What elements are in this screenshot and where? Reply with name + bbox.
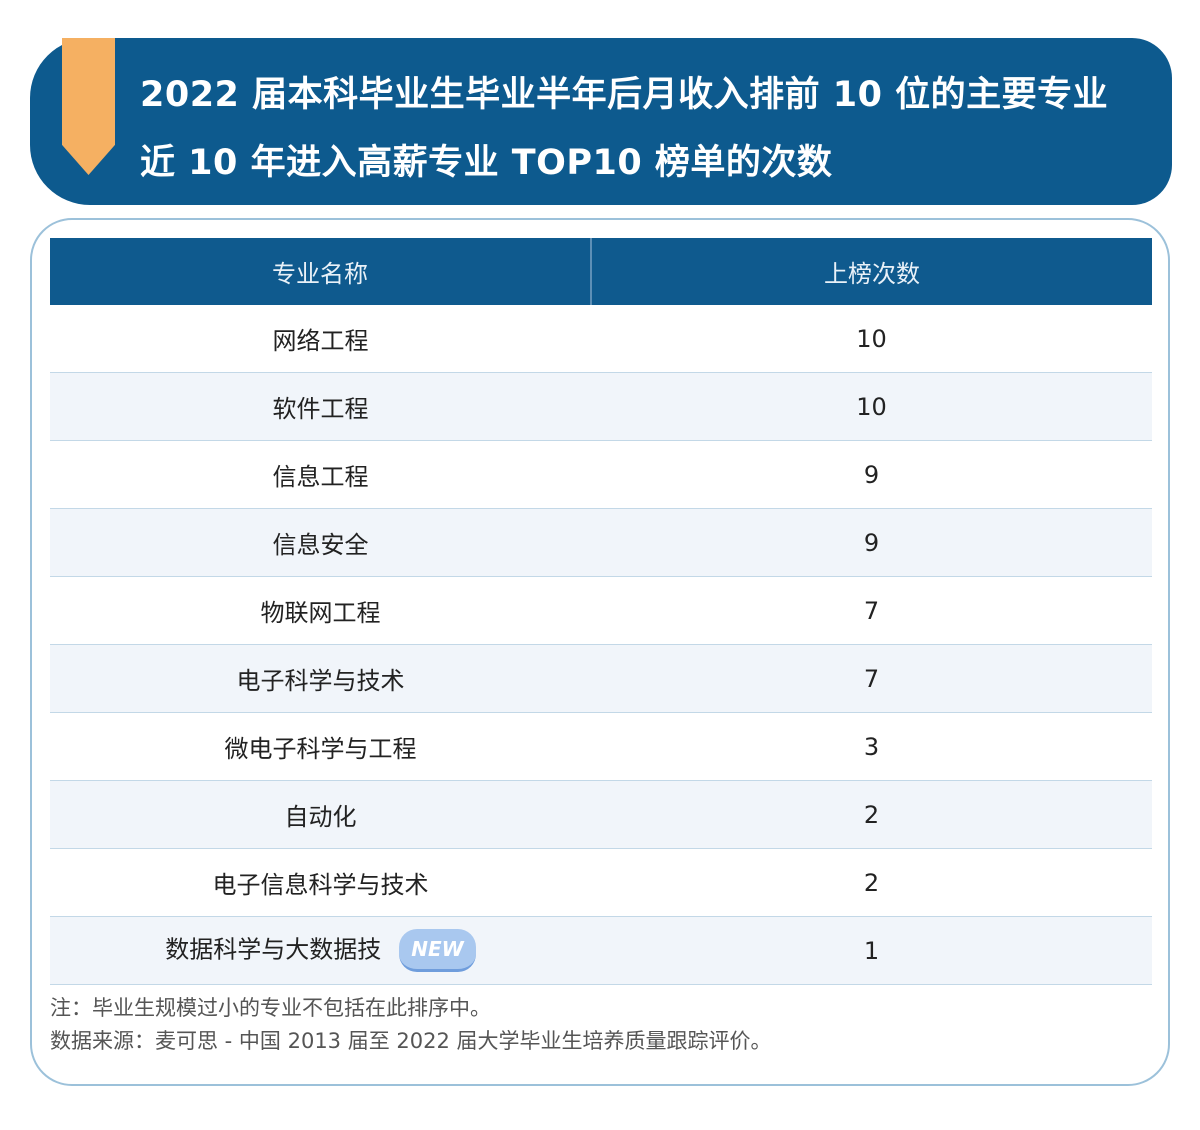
- title-banner: [30, 38, 1172, 205]
- table-row: 软件工程 10: [50, 372, 1152, 441]
- new-badge: NEW: [399, 929, 476, 972]
- major-name: 电子信息科学与技术: [212, 871, 429, 899]
- table-row: 信息安全 9: [50, 508, 1152, 577]
- table-row: 信息工程 9: [50, 440, 1152, 509]
- table-row: 数据科学与大数据技 NEW 1: [50, 916, 1152, 985]
- major-name: 信息工程: [272, 463, 369, 491]
- count-cell: 2: [591, 848, 1152, 917]
- major-name: 物联网工程: [260, 599, 381, 627]
- ranking-table: 专业名称 上榜次数 网络工程 10 软件工程 10 信息工程 9 信息安全 9 物联网工程 7 电子…: [50, 238, 1152, 985]
- major-name: 软件工程: [272, 395, 369, 423]
- major-name-cell: 信息工程: [50, 440, 591, 509]
- count-cell: 9: [591, 508, 1152, 577]
- title-line-1: 2022 届本科毕业生毕业半年后月收入排前 10 位的主要专业: [140, 75, 1109, 115]
- major-name-cell: 物联网工程: [50, 576, 591, 645]
- table-row: 网络工程 10: [50, 305, 1152, 373]
- major-name: 电子科学与技术: [236, 667, 405, 695]
- column-header-count: 上榜次数: [591, 238, 1152, 305]
- column-header-name: 专业名称: [50, 238, 592, 305]
- table-card: [30, 218, 1170, 1086]
- count-cell: 7: [591, 576, 1152, 645]
- table-row: 自动化 2: [50, 780, 1152, 849]
- bookmark-ribbon-icon: [62, 38, 115, 175]
- table-header: 专业名称 上榜次数: [50, 238, 1152, 305]
- major-name-cell: 电子科学与技术: [50, 644, 591, 713]
- note-text: 注：毕业生规模过小的专业不包括在此排序中。: [50, 996, 491, 1020]
- major-name-cell: 微电子科学与工程: [50, 712, 591, 781]
- count-cell: 10: [591, 372, 1152, 441]
- count-cell: 10: [591, 305, 1152, 373]
- count-cell: 2: [591, 780, 1152, 849]
- major-name: 网络工程: [272, 327, 369, 355]
- major-name: 自动化: [284, 803, 357, 831]
- major-name: 数据科学与大数据技: [165, 935, 382, 964]
- count-cell: 1: [591, 916, 1152, 985]
- major-name-cell: 软件工程: [50, 372, 591, 441]
- major-name-cell: 数据科学与大数据技 NEW: [50, 916, 591, 985]
- major-name-cell: 信息安全: [50, 508, 591, 577]
- table-row: 电子科学与技术 7: [50, 644, 1152, 713]
- major-name-cell: 网络工程: [50, 305, 591, 373]
- source-text: 数据来源：麦可思 - 中国 2013 届至 2022 届大学毕业生培养质量跟踪评…: [50, 1029, 772, 1053]
- count-cell: 9: [591, 440, 1152, 509]
- major-name-cell: 自动化: [50, 780, 591, 849]
- major-name-cell: 电子信息科学与技术: [50, 848, 591, 917]
- major-name: 信息安全: [272, 531, 369, 559]
- table-row: 物联网工程 7: [50, 576, 1152, 645]
- count-cell: 7: [591, 644, 1152, 713]
- title-line-2: 近 10 年进入高薪专业 TOP10 榜单的次数: [140, 143, 833, 183]
- footnotes: 注：毕业生规模过小的专业不包括在此排序中。 数据来源：麦可思 - 中国 2013…: [50, 992, 772, 1058]
- table-row: 微电子科学与工程 3: [50, 712, 1152, 781]
- major-name: 微电子科学与工程: [224, 735, 417, 763]
- count-cell: 3: [591, 712, 1152, 781]
- table-row: 电子信息科学与技术 2: [50, 848, 1152, 917]
